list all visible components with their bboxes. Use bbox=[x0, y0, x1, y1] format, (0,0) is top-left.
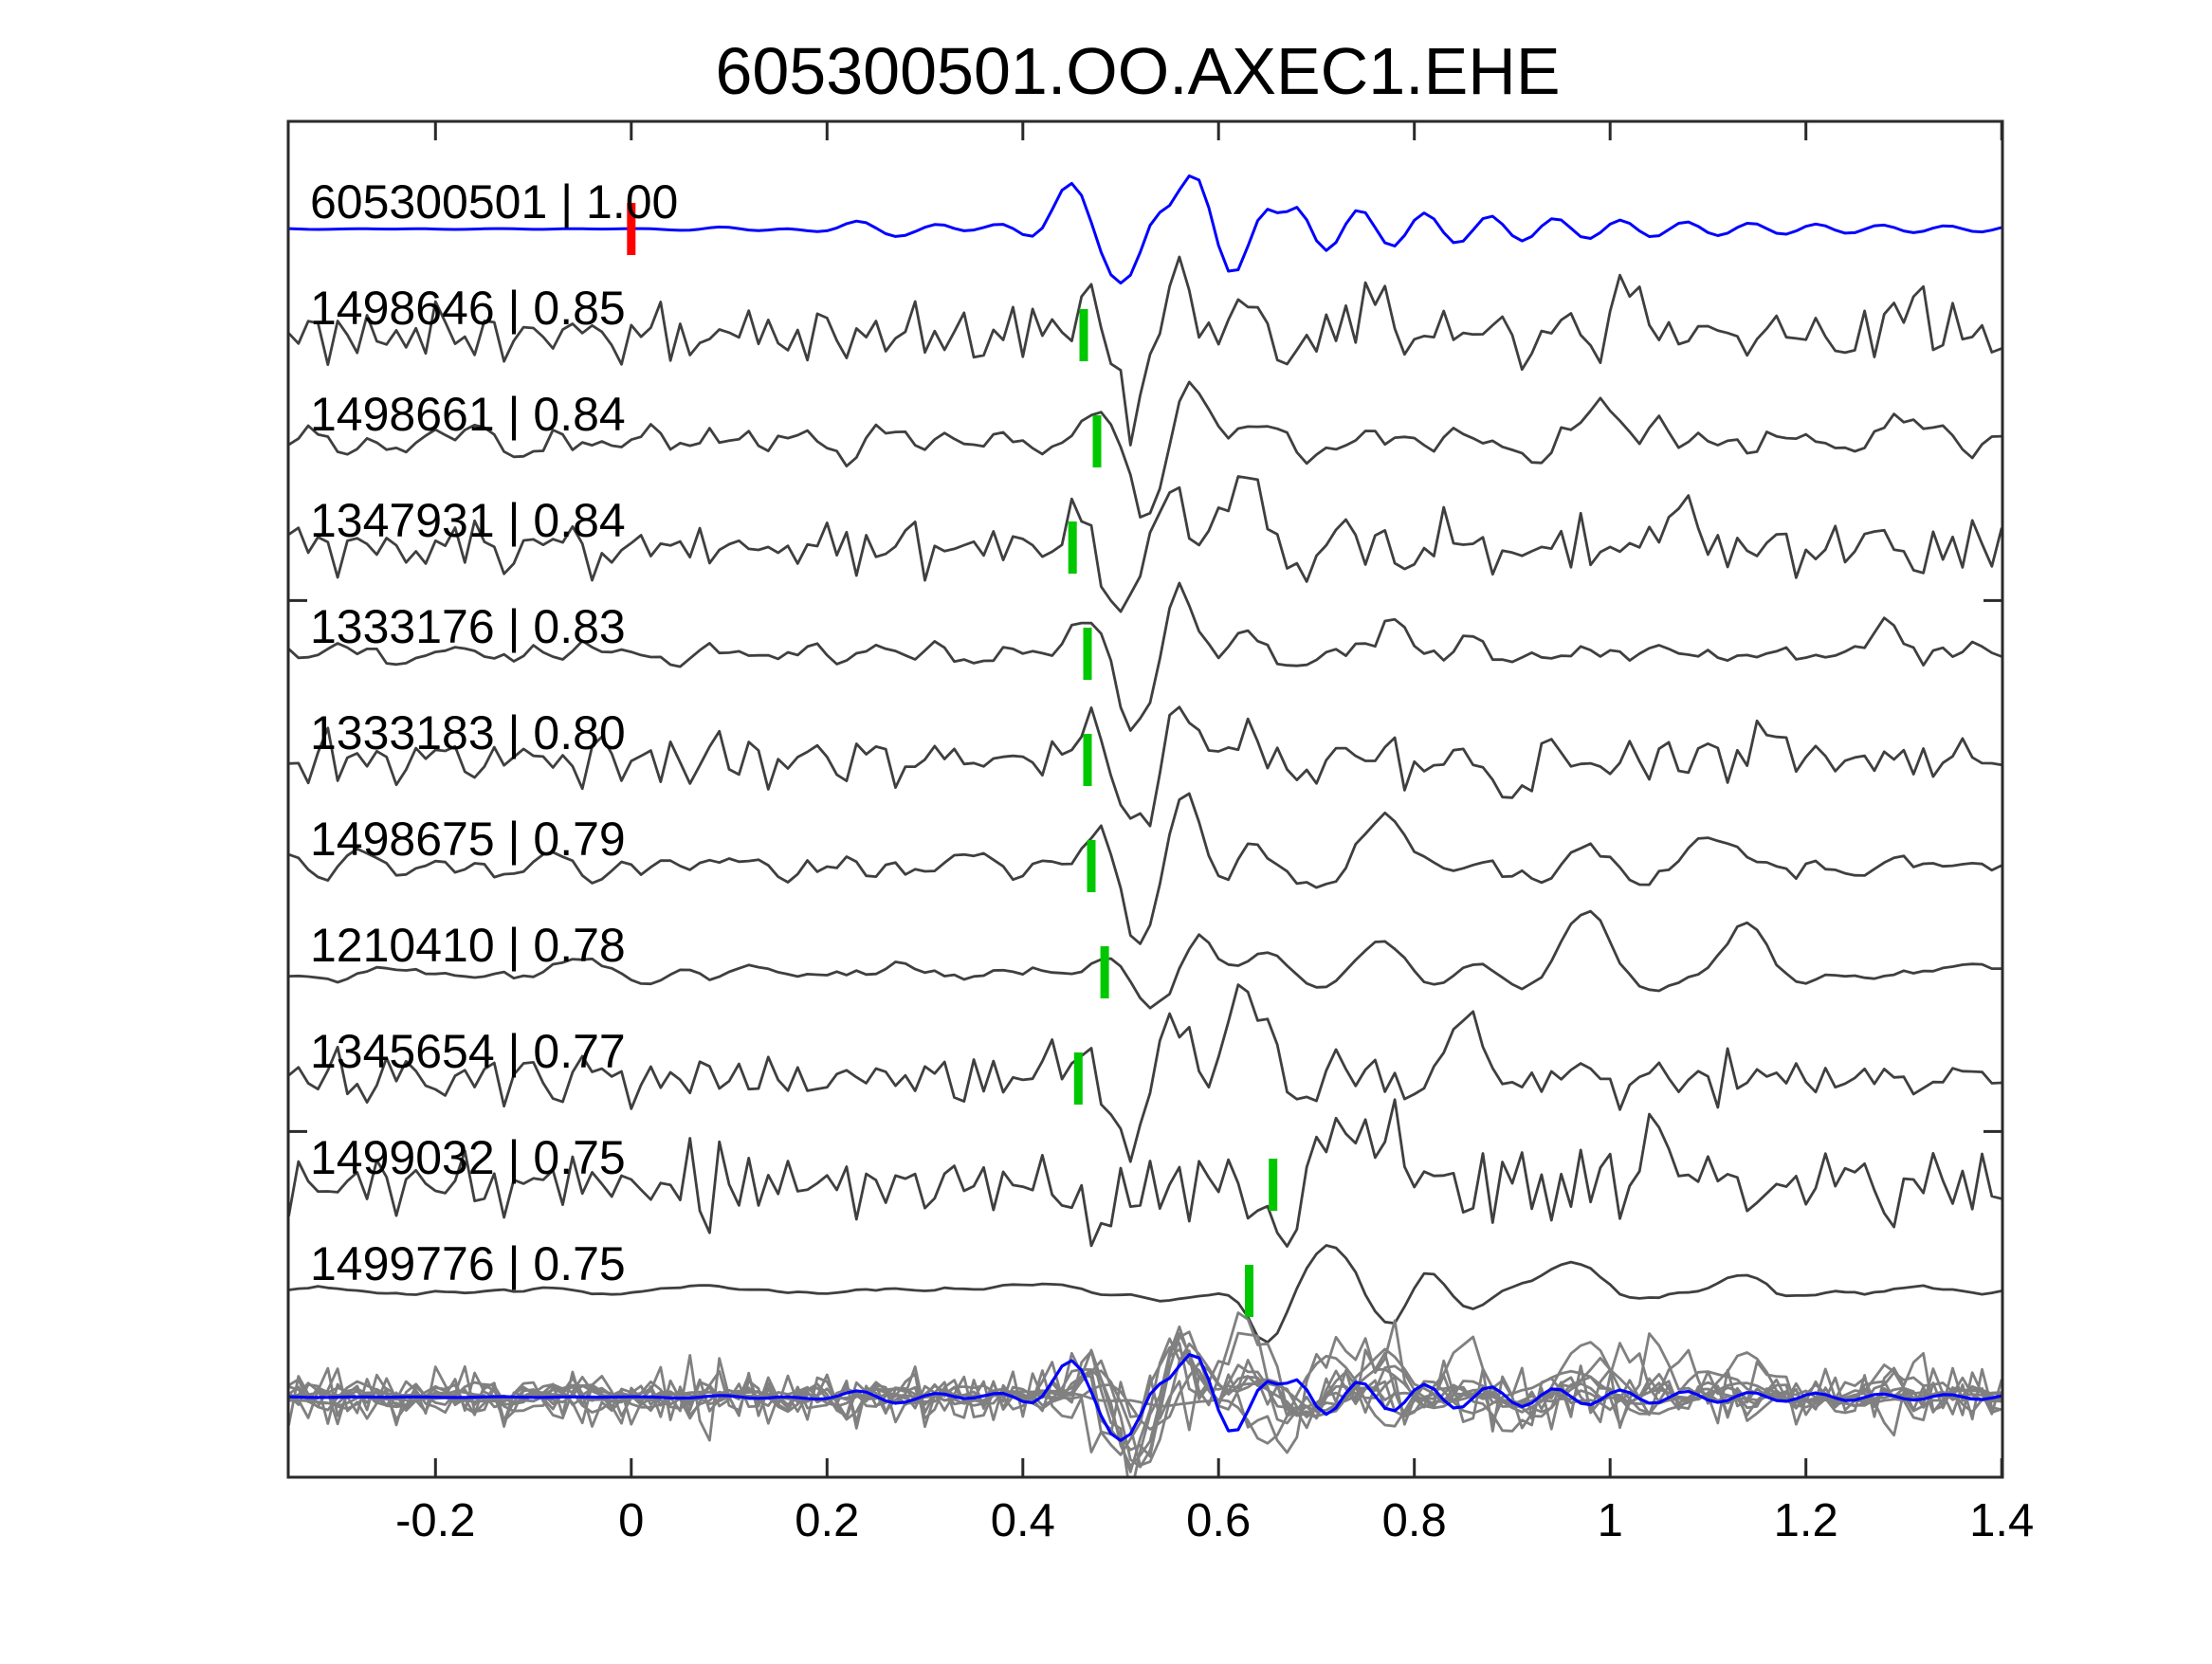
svg-text:0.8: 0.8 bbox=[1382, 1495, 1447, 1546]
svg-text:0.6: 0.6 bbox=[1186, 1495, 1251, 1546]
svg-text:605300501.OO.AXEC1.EHE: 605300501.OO.AXEC1.EHE bbox=[715, 34, 1560, 108]
svg-text:0.4: 0.4 bbox=[991, 1495, 1055, 1546]
svg-text:0.2: 0.2 bbox=[795, 1495, 859, 1546]
svg-text:1498675 | 0.79: 1498675 | 0.79 bbox=[310, 813, 626, 866]
svg-text:1345654 | 0.77: 1345654 | 0.77 bbox=[310, 1025, 626, 1078]
svg-text:1499776 | 0.75: 1499776 | 0.75 bbox=[310, 1237, 626, 1290]
svg-text:1210410 | 0.78: 1210410 | 0.78 bbox=[310, 919, 626, 972]
svg-text:0: 0 bbox=[618, 1495, 644, 1546]
svg-text:1.2: 1.2 bbox=[1774, 1495, 1838, 1546]
svg-text:1.4: 1.4 bbox=[1969, 1495, 2034, 1546]
svg-text:1333176 | 0.83: 1333176 | 0.83 bbox=[310, 600, 626, 653]
svg-text:1: 1 bbox=[1598, 1495, 1623, 1546]
svg-text:-0.2: -0.2 bbox=[395, 1495, 475, 1546]
svg-text:605300501 | 1.00: 605300501 | 1.00 bbox=[310, 175, 678, 229]
svg-text:1498661 | 0.84: 1498661 | 0.84 bbox=[310, 388, 626, 441]
svg-text:1499032 | 0.75: 1499032 | 0.75 bbox=[310, 1131, 626, 1184]
svg-text:1333183 | 0.80: 1333183 | 0.80 bbox=[310, 706, 626, 759]
svg-text:1498646 | 0.85: 1498646 | 0.85 bbox=[310, 282, 626, 335]
svg-text:1347931 | 0.84: 1347931 | 0.84 bbox=[310, 494, 626, 547]
